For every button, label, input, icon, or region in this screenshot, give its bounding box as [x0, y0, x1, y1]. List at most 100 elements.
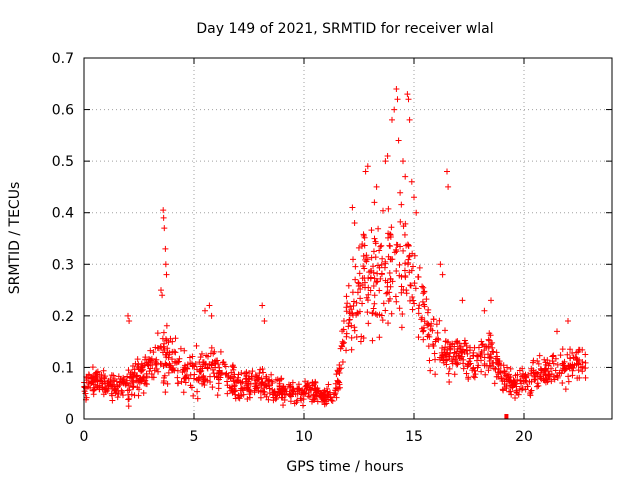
data-point	[485, 336, 492, 343]
data-point	[190, 392, 197, 399]
data-point	[357, 286, 364, 293]
data-point	[335, 385, 342, 392]
data-point	[370, 263, 377, 270]
data-point	[202, 361, 209, 368]
data-point	[143, 381, 150, 388]
data-point	[338, 342, 345, 349]
data-point	[222, 371, 229, 378]
data-point	[460, 356, 467, 363]
data-point	[370, 305, 377, 312]
data-point	[169, 356, 176, 363]
data-point	[371, 300, 378, 307]
data-point	[328, 397, 335, 404]
data-point	[361, 234, 368, 241]
data-point	[291, 400, 298, 407]
data-point-peak	[382, 158, 389, 165]
data-point-peak	[160, 214, 167, 221]
data-point	[405, 243, 412, 250]
data-point	[398, 201, 405, 208]
data-point	[147, 365, 154, 372]
data-point	[305, 389, 312, 396]
data-point	[444, 339, 451, 346]
data-point	[559, 346, 566, 353]
data-point	[129, 384, 136, 391]
data-point	[400, 247, 407, 254]
data-point-peak	[395, 137, 402, 144]
data-point	[385, 205, 392, 212]
data-point	[360, 252, 367, 259]
data-point	[385, 253, 392, 260]
data-point	[582, 365, 589, 372]
data-point	[260, 369, 267, 376]
data-point	[398, 283, 405, 290]
data-points-layer	[81, 85, 589, 419]
data-point	[535, 382, 542, 389]
data-point	[457, 343, 464, 350]
data-point	[352, 263, 359, 270]
data-point	[253, 373, 260, 380]
data-point	[215, 376, 222, 383]
data-point	[542, 371, 549, 378]
data-point	[376, 311, 383, 318]
data-point	[180, 389, 187, 396]
data-point-peak	[391, 106, 398, 113]
data-point	[136, 377, 143, 384]
data-point	[430, 342, 437, 349]
data-point	[380, 300, 387, 307]
data-point-peak	[158, 287, 164, 294]
data-point	[126, 395, 133, 402]
data-point	[428, 320, 435, 327]
data-point	[374, 262, 381, 269]
data-point	[102, 389, 109, 396]
data-point	[470, 352, 477, 359]
data-point	[496, 360, 503, 367]
data-point	[109, 392, 116, 399]
data-point	[126, 386, 133, 393]
data-point	[152, 358, 159, 365]
data-point	[353, 334, 360, 341]
data-point	[374, 278, 381, 285]
data-point	[322, 392, 329, 399]
data-point	[538, 366, 545, 373]
data-point	[447, 343, 454, 350]
data-point	[208, 344, 215, 351]
data-point	[354, 309, 361, 316]
data-point	[244, 385, 251, 392]
data-point	[430, 316, 437, 323]
data-point	[554, 373, 561, 380]
data-point-peak	[206, 302, 213, 309]
data-point	[485, 343, 492, 350]
data-point	[388, 310, 395, 317]
y-tick-label: 0.6	[52, 103, 74, 119]
data-point	[415, 305, 422, 312]
data-point	[216, 367, 223, 374]
data-point-peak	[400, 158, 406, 165]
data-point	[209, 384, 216, 391]
data-point	[229, 383, 236, 390]
data-point	[280, 402, 287, 409]
data-point	[356, 270, 363, 277]
grid-layer	[84, 58, 612, 419]
data-point	[346, 316, 353, 323]
data-point	[345, 323, 352, 330]
data-point	[355, 279, 362, 286]
data-point	[119, 388, 126, 395]
data-point	[528, 378, 535, 385]
data-point	[124, 379, 131, 386]
data-point	[332, 380, 339, 387]
data-point	[474, 364, 481, 371]
data-point	[131, 369, 138, 376]
data-point	[270, 389, 277, 396]
data-point	[371, 235, 378, 242]
data-point	[352, 276, 359, 283]
data-point	[287, 398, 294, 405]
data-point	[238, 370, 245, 377]
data-point	[509, 381, 516, 388]
data-point	[446, 365, 453, 372]
data-point	[228, 387, 235, 394]
data-point	[495, 365, 502, 372]
data-point	[313, 392, 320, 399]
data-point	[179, 369, 186, 376]
data-point	[437, 356, 444, 363]
data-point	[507, 388, 514, 395]
